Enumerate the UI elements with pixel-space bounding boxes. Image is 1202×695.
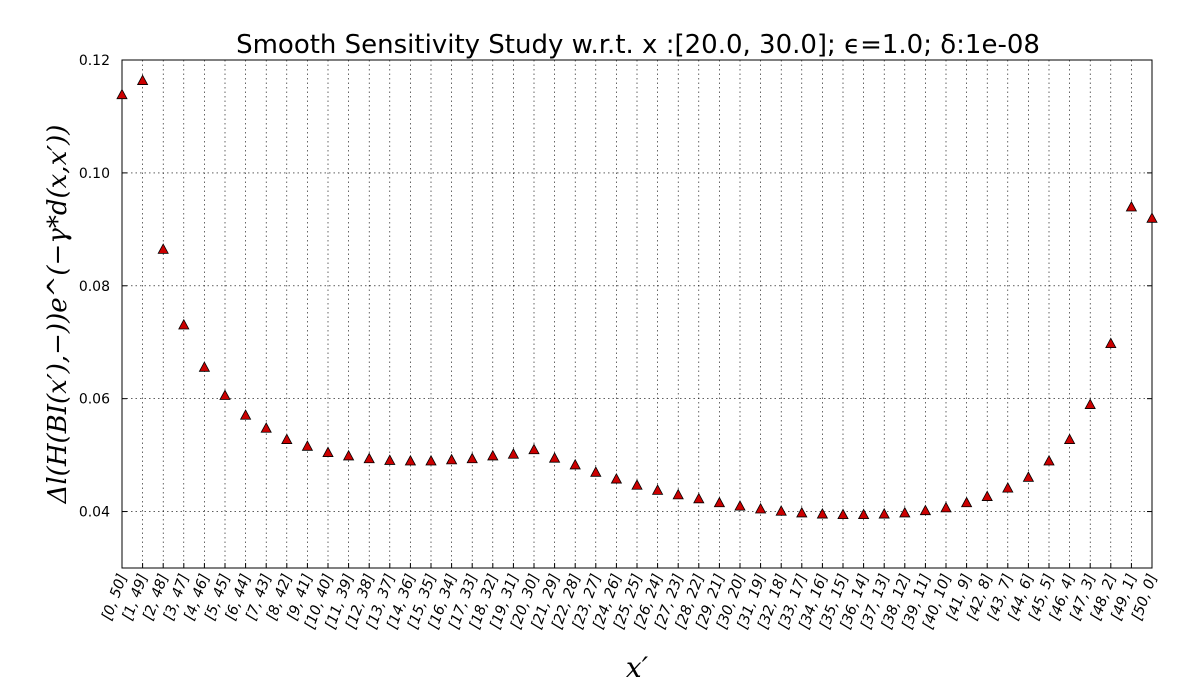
chart-title: Smooth Sensitivity Study w.r.t. x :[20.0… — [236, 30, 1040, 60]
data-point-14 — [404, 454, 417, 466]
x-axis-label: x′ — [626, 651, 649, 684]
data-point-39 — [919, 504, 932, 516]
data-point-34 — [816, 507, 829, 519]
x-axis-ticks: [0, 50][1, 49][2, 48][3, 47][4, 46][5, 4… — [99, 563, 1161, 631]
data-point-19 — [507, 448, 520, 459]
y-tick-label-0: 0.04 — [79, 505, 110, 521]
data-point-40 — [940, 501, 952, 513]
data-point-3 — [178, 318, 190, 330]
data-point-13 — [384, 454, 396, 465]
data-point-1 — [136, 74, 149, 85]
data-point-7 — [260, 422, 272, 433]
data-point-45 — [1043, 454, 1055, 466]
data-point-5 — [219, 389, 231, 400]
data-point-47 — [1084, 398, 1096, 409]
data-point-25 — [631, 479, 643, 490]
data-point-6 — [239, 409, 252, 420]
data-point-8 — [281, 433, 293, 444]
data-point-18 — [487, 449, 499, 461]
y-axis-label: Δl(H(BI(x′),−))e^(−γ*d(x,x′)) — [43, 125, 73, 505]
grid-lines — [122, 60, 1152, 568]
data-point-36 — [857, 508, 870, 520]
data-point-15 — [425, 454, 437, 466]
data-point-22 — [569, 458, 581, 470]
data-point-28 — [693, 492, 705, 504]
data-point-27 — [672, 488, 684, 500]
y-tick-label-4: 0.12 — [79, 53, 110, 69]
data-point-20 — [528, 443, 540, 455]
plot-area-frame — [121, 59, 1153, 569]
data-point-10 — [322, 446, 334, 457]
data-point-42 — [981, 490, 993, 501]
data-point-43 — [1002, 482, 1014, 493]
data-point-4 — [198, 361, 211, 372]
data-point-0 — [116, 88, 128, 100]
data-point-2 — [157, 243, 169, 254]
data-point-50 — [1146, 212, 1158, 223]
data-point-30 — [734, 500, 746, 511]
data-point-29 — [713, 496, 726, 508]
y-tick-label-1: 0.06 — [79, 392, 110, 408]
data-point-44 — [1022, 471, 1035, 482]
data-point-21 — [548, 452, 561, 463]
data-points — [116, 74, 1158, 520]
data-point-31 — [754, 502, 767, 514]
data-point-12 — [363, 452, 375, 464]
data-point-37 — [878, 507, 890, 519]
data-point-24 — [610, 472, 623, 484]
data-point-16 — [445, 453, 458, 465]
data-point-38 — [899, 506, 911, 518]
y-tick-label-2: 0.08 — [79, 279, 110, 295]
data-point-23 — [590, 466, 602, 477]
data-point-26 — [651, 484, 664, 495]
y-axis-ticks: 0.04 0.06 0.08 0.10 0.12 — [79, 53, 1152, 521]
y-tick-label-3: 0.10 — [79, 166, 110, 182]
data-point-9 — [301, 440, 314, 451]
data-point-46 — [1063, 433, 1076, 444]
data-point-48 — [1105, 337, 1117, 349]
data-point-32 — [775, 505, 787, 516]
data-point-35 — [837, 508, 849, 520]
data-point-33 — [796, 506, 808, 518]
data-point-41 — [960, 496, 973, 508]
data-point-11 — [342, 449, 355, 461]
data-point-49 — [1125, 200, 1138, 212]
data-point-17 — [466, 452, 478, 464]
